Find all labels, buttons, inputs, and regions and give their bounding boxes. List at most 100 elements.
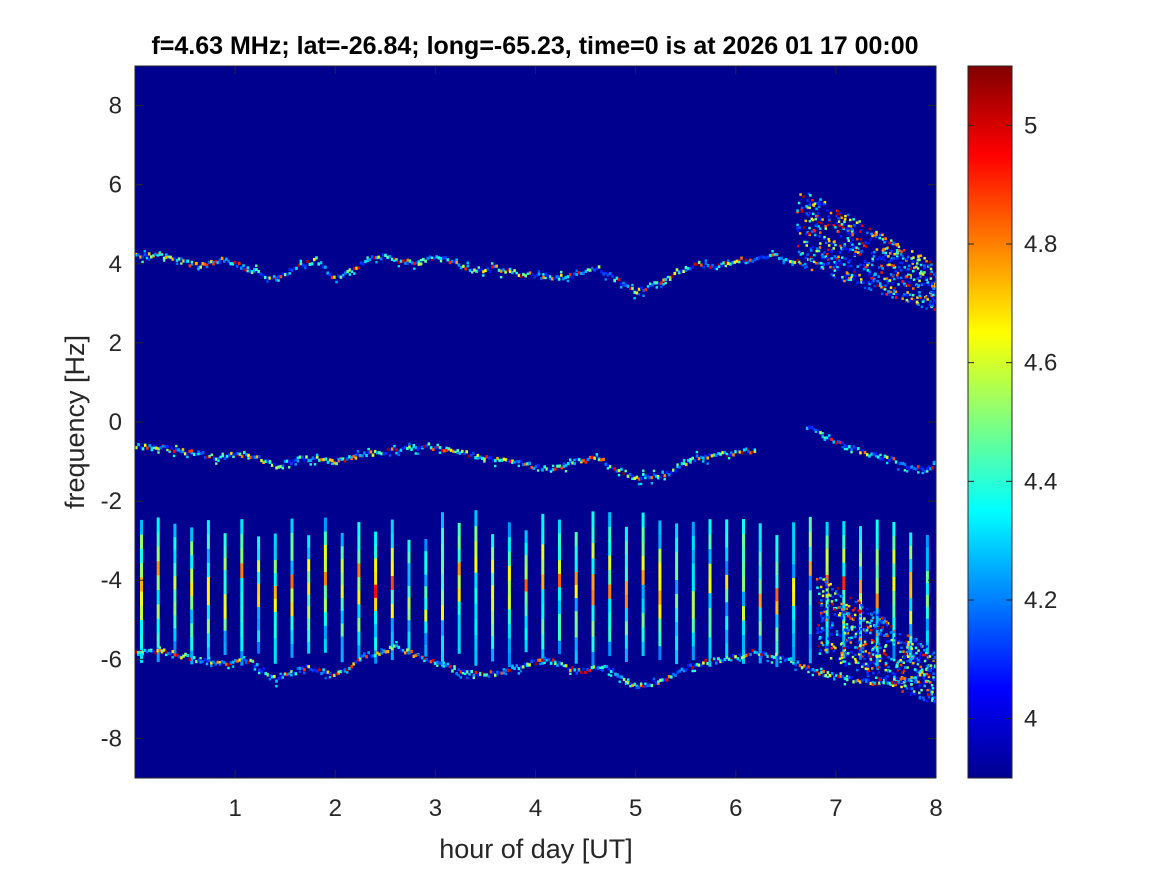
- trace-cell: [386, 447, 390, 451]
- trace-cell: [499, 276, 503, 279]
- spread-cell: [881, 233, 884, 237]
- trace-cell: [843, 683, 847, 686]
- trace-cell: [170, 446, 174, 450]
- stripe-cell: [574, 558, 578, 572]
- trace-cell: [448, 260, 452, 265]
- stripe-cell: [725, 588, 729, 603]
- spread-cell: [854, 635, 857, 638]
- spread-cell: [797, 250, 801, 254]
- spread-cell: [888, 640, 891, 643]
- trace-cell: [650, 482, 653, 485]
- trace-cell: [168, 450, 171, 453]
- trace-cell: [406, 262, 409, 265]
- trace-cell: [393, 644, 396, 648]
- trace-cell: [135, 446, 138, 450]
- spread-cell: [913, 266, 916, 270]
- trace-cell: [593, 268, 596, 272]
- trace-cell: [753, 650, 757, 654]
- trace-cell: [908, 466, 911, 470]
- spread-cell: [873, 661, 876, 665]
- trace-cell: [401, 446, 405, 450]
- trace-cell: [223, 661, 226, 665]
- stripe-cell: [323, 558, 327, 572]
- trace-cell: [535, 273, 539, 277]
- trace-cell: [713, 266, 717, 270]
- trace-cell: [190, 260, 194, 264]
- stripe-cell: [591, 542, 595, 559]
- trace-cell: [260, 670, 263, 674]
- trace-cell: [253, 269, 256, 273]
- trace-cell: [615, 276, 619, 280]
- spread-cell: [866, 667, 870, 671]
- stripe-cell: [792, 619, 796, 634]
- spread-cell: [905, 687, 909, 690]
- trace-cell: [560, 466, 564, 470]
- spread-cell: [918, 691, 921, 695]
- trace-cell: [712, 453, 716, 457]
- stripe-cell: [808, 633, 812, 649]
- trace-cell: [582, 667, 585, 671]
- trace-cell: [348, 667, 351, 671]
- trace-cell: [399, 648, 403, 652]
- spread-cell: [906, 660, 909, 663]
- trace-cell: [156, 252, 160, 256]
- trace-cell: [418, 656, 422, 660]
- trace-cell: [137, 651, 140, 655]
- trace-cell: [485, 673, 488, 677]
- spread-cell: [888, 263, 891, 266]
- trace-cell: [177, 257, 181, 261]
- spread-cell: [821, 253, 824, 256]
- spread-cell: [907, 264, 911, 267]
- trace-cell: [315, 455, 319, 459]
- trace-cell: [160, 253, 164, 256]
- trace-cell: [321, 265, 325, 269]
- spread-cell: [920, 283, 923, 287]
- spread-cell: [903, 293, 906, 296]
- trace-cell: [313, 457, 317, 461]
- spread-cell: [853, 625, 856, 629]
- trace-cell: [446, 664, 450, 668]
- stripe-cell: [340, 597, 344, 611]
- trace-cell: [897, 468, 900, 471]
- spread-cell: [859, 609, 863, 613]
- spread-cell: [925, 651, 928, 655]
- spread-cell: [858, 222, 861, 225]
- stripe-cell: [524, 603, 528, 616]
- trace-cell: [247, 660, 250, 664]
- trace-cell: [858, 680, 862, 684]
- trace-cell: [231, 665, 235, 668]
- trace-cell: [791, 260, 794, 264]
- trace-cell: [689, 267, 692, 271]
- stripe-cell: [190, 595, 194, 610]
- trace-cell: [723, 657, 727, 662]
- spread-cell: [848, 276, 851, 280]
- trace-cell: [152, 254, 155, 257]
- stripe-cell: [156, 517, 160, 533]
- stripe-cell: [390, 561, 394, 576]
- trace-cell: [536, 658, 540, 662]
- spread-cell: [820, 636, 823, 639]
- stripe-cell: [441, 650, 444, 667]
- trace-cell: [330, 275, 334, 280]
- trace-cell: [575, 457, 579, 462]
- stripe-cell: [173, 588, 177, 603]
- trace-cell: [354, 453, 357, 457]
- trace-cell: [721, 451, 724, 455]
- trace-cell: [882, 681, 885, 685]
- spread-cell: [914, 646, 918, 650]
- spread-cell: [890, 278, 893, 281]
- trace-cell: [524, 274, 527, 278]
- trace-cell: [228, 453, 231, 457]
- trace-cell: [760, 655, 763, 659]
- stripe-cell: [524, 530, 528, 543]
- trace-cell: [526, 662, 529, 665]
- trace-cell: [577, 271, 581, 275]
- trace-cell: [875, 682, 879, 686]
- spread-cell: [861, 650, 865, 654]
- spread-cell: [827, 604, 830, 607]
- stripe-cell: [775, 600, 779, 615]
- stripe-cell: [323, 638, 327, 653]
- trace-cell: [682, 269, 685, 273]
- trace-cell: [186, 452, 189, 456]
- spread-cell: [917, 649, 920, 652]
